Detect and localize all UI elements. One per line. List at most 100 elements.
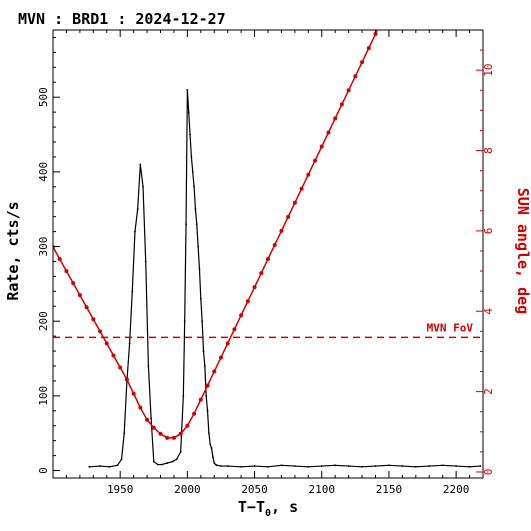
rate-point (240, 465, 243, 468)
sun-angle-point (118, 365, 123, 370)
x-axis-label: T−T0, s (238, 498, 298, 519)
rate-point (401, 465, 404, 467)
y-right-tick-label: 6 (482, 228, 495, 235)
rate-point (179, 450, 182, 453)
sun-angle-point (346, 88, 351, 93)
sun-angle-point (98, 329, 103, 334)
rate-point (220, 465, 222, 467)
x-tick-label: 2050 (241, 483, 268, 496)
rate-point (191, 170, 194, 173)
sun-angle-point (84, 305, 89, 310)
sun-angle-point (178, 431, 183, 436)
rate-point (293, 465, 296, 467)
rate-point (334, 464, 337, 467)
sun-angle-point (366, 46, 371, 51)
rate-point (212, 456, 214, 458)
y-left-tick-label: 0 (37, 467, 50, 474)
y-left-tick-label: 300 (37, 237, 50, 257)
x-axis-label-tail: , s (271, 498, 298, 516)
rate-point (189, 133, 191, 136)
rate-point (183, 320, 186, 323)
sun-angle-point (239, 313, 244, 318)
sun-angle-point (124, 377, 129, 382)
sun-angle-point (212, 369, 217, 374)
rate-point (187, 111, 190, 114)
rate-point (253, 465, 256, 467)
rate-point (156, 463, 159, 466)
rate-point (197, 245, 200, 248)
rate-point (144, 260, 147, 263)
rate-point (428, 465, 431, 467)
sun-angle-point (71, 281, 76, 286)
rate-point (468, 465, 471, 468)
rate-point (206, 409, 209, 412)
sun-angle-point (232, 327, 237, 332)
rate-point (142, 185, 144, 188)
y-left-tick-label: 100 (37, 386, 50, 406)
rate-point (374, 465, 377, 467)
rate-point (226, 465, 229, 467)
rate-point (171, 460, 174, 463)
sun-angle-point (145, 417, 150, 422)
sun-angle-point (111, 353, 116, 358)
sun-angle-point (171, 435, 176, 440)
rate-line (89, 89, 481, 468)
y-axis-label-right: SUN angle, deg (514, 188, 531, 314)
rate-point (202, 350, 205, 352)
rate-point (120, 458, 123, 461)
sun-angle-point (165, 435, 170, 440)
y-left-tick-label: 400 (37, 162, 50, 182)
y-right-tick-label: 4 (482, 308, 495, 315)
rate-point (216, 464, 218, 467)
rate-point (214, 463, 217, 466)
sun-angle-point (272, 242, 277, 247)
rate-point (414, 465, 417, 468)
rate-point (128, 342, 131, 345)
sun-angle-point (360, 60, 365, 65)
x-tick-label: 2100 (309, 483, 336, 496)
sun-angle-point (299, 186, 304, 191)
rate-point (190, 156, 193, 158)
sun-angle-point (225, 341, 230, 346)
rate-point (207, 432, 210, 435)
rate-point (108, 465, 111, 468)
plot-frame (52, 29, 484, 479)
sun-angle-point (333, 116, 338, 121)
rate-point (201, 320, 204, 323)
rate-point (139, 163, 142, 166)
rate-point (193, 185, 195, 188)
sun-angle-point (131, 391, 136, 396)
rate-point (166, 462, 169, 464)
sun-angle-point (313, 158, 318, 163)
sun-angle-point (192, 411, 197, 416)
sun-angle-point (380, 18, 384, 22)
sun-angle-point (306, 172, 311, 177)
sun-angle-point (57, 257, 62, 262)
rate-point (205, 394, 208, 397)
sun-angle-point (252, 285, 257, 290)
rate-point (116, 464, 119, 467)
y-left-tick-label: 200 (37, 311, 50, 331)
rate-point (99, 465, 101, 467)
rate-point (147, 365, 150, 367)
y-axis-label-left: Rate, cts/s (4, 201, 22, 300)
sun-angle-point (292, 200, 297, 205)
sun-angle-point (373, 32, 378, 37)
sun-angle-point (339, 102, 344, 107)
rate-point (361, 465, 363, 468)
rate-point (186, 88, 189, 91)
x-tick-label: 2150 (376, 483, 403, 496)
rate-point (175, 458, 178, 461)
rate-point (479, 465, 482, 467)
x-axis-label-subscript: 0 (265, 508, 271, 519)
rate-point (194, 208, 197, 211)
fov-label: MVN FoV (427, 321, 474, 334)
y-right-tick-label: 0 (482, 469, 495, 476)
sun-angle-point (104, 341, 109, 346)
sun-angle-point (91, 317, 96, 322)
sun-angle-point (218, 355, 223, 360)
y-right-tick-label: 2 (482, 388, 495, 395)
rate-point (213, 462, 216, 464)
rate-point (307, 465, 310, 468)
